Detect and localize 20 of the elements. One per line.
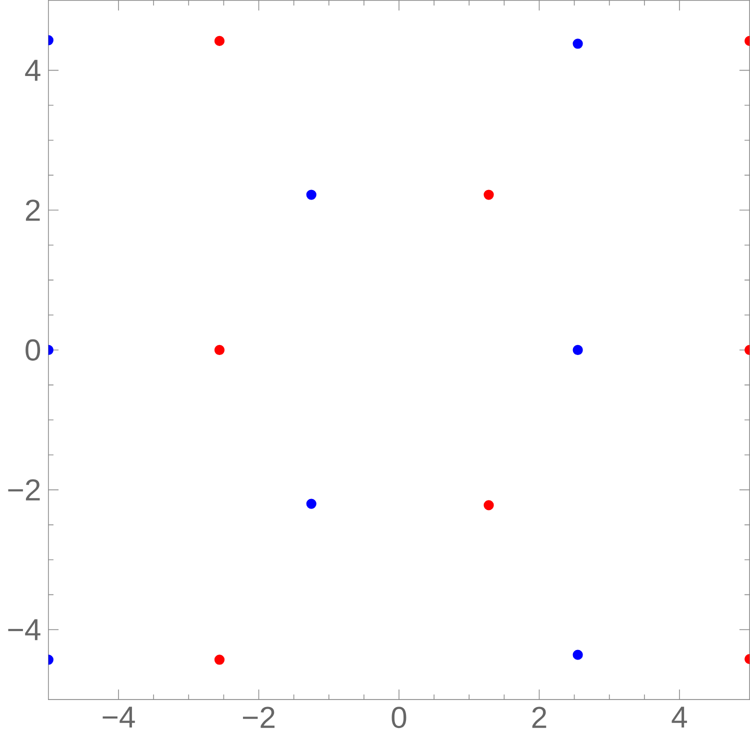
point <box>572 650 583 660</box>
point <box>306 498 316 509</box>
y-tick-label: 4 <box>25 60 40 81</box>
x-tick-label: 2 <box>532 706 546 728</box>
x-tick-label: −4 <box>102 706 135 728</box>
point <box>572 38 583 49</box>
point <box>484 190 494 200</box>
point <box>484 500 494 510</box>
point <box>214 344 225 356</box>
point <box>306 190 316 200</box>
y-tick-label: −2 <box>8 479 40 500</box>
y-tick-label: 2 <box>26 200 40 221</box>
y-tick-label: 0 <box>26 339 40 361</box>
point <box>572 344 583 356</box>
x-tick-label: −2 <box>242 706 275 728</box>
point <box>214 654 225 665</box>
x-tick-label: 0 <box>392 706 406 728</box>
x-tick-label: 4 <box>672 706 688 728</box>
point <box>214 36 225 46</box>
y-tick-label: −4 <box>8 619 40 640</box>
